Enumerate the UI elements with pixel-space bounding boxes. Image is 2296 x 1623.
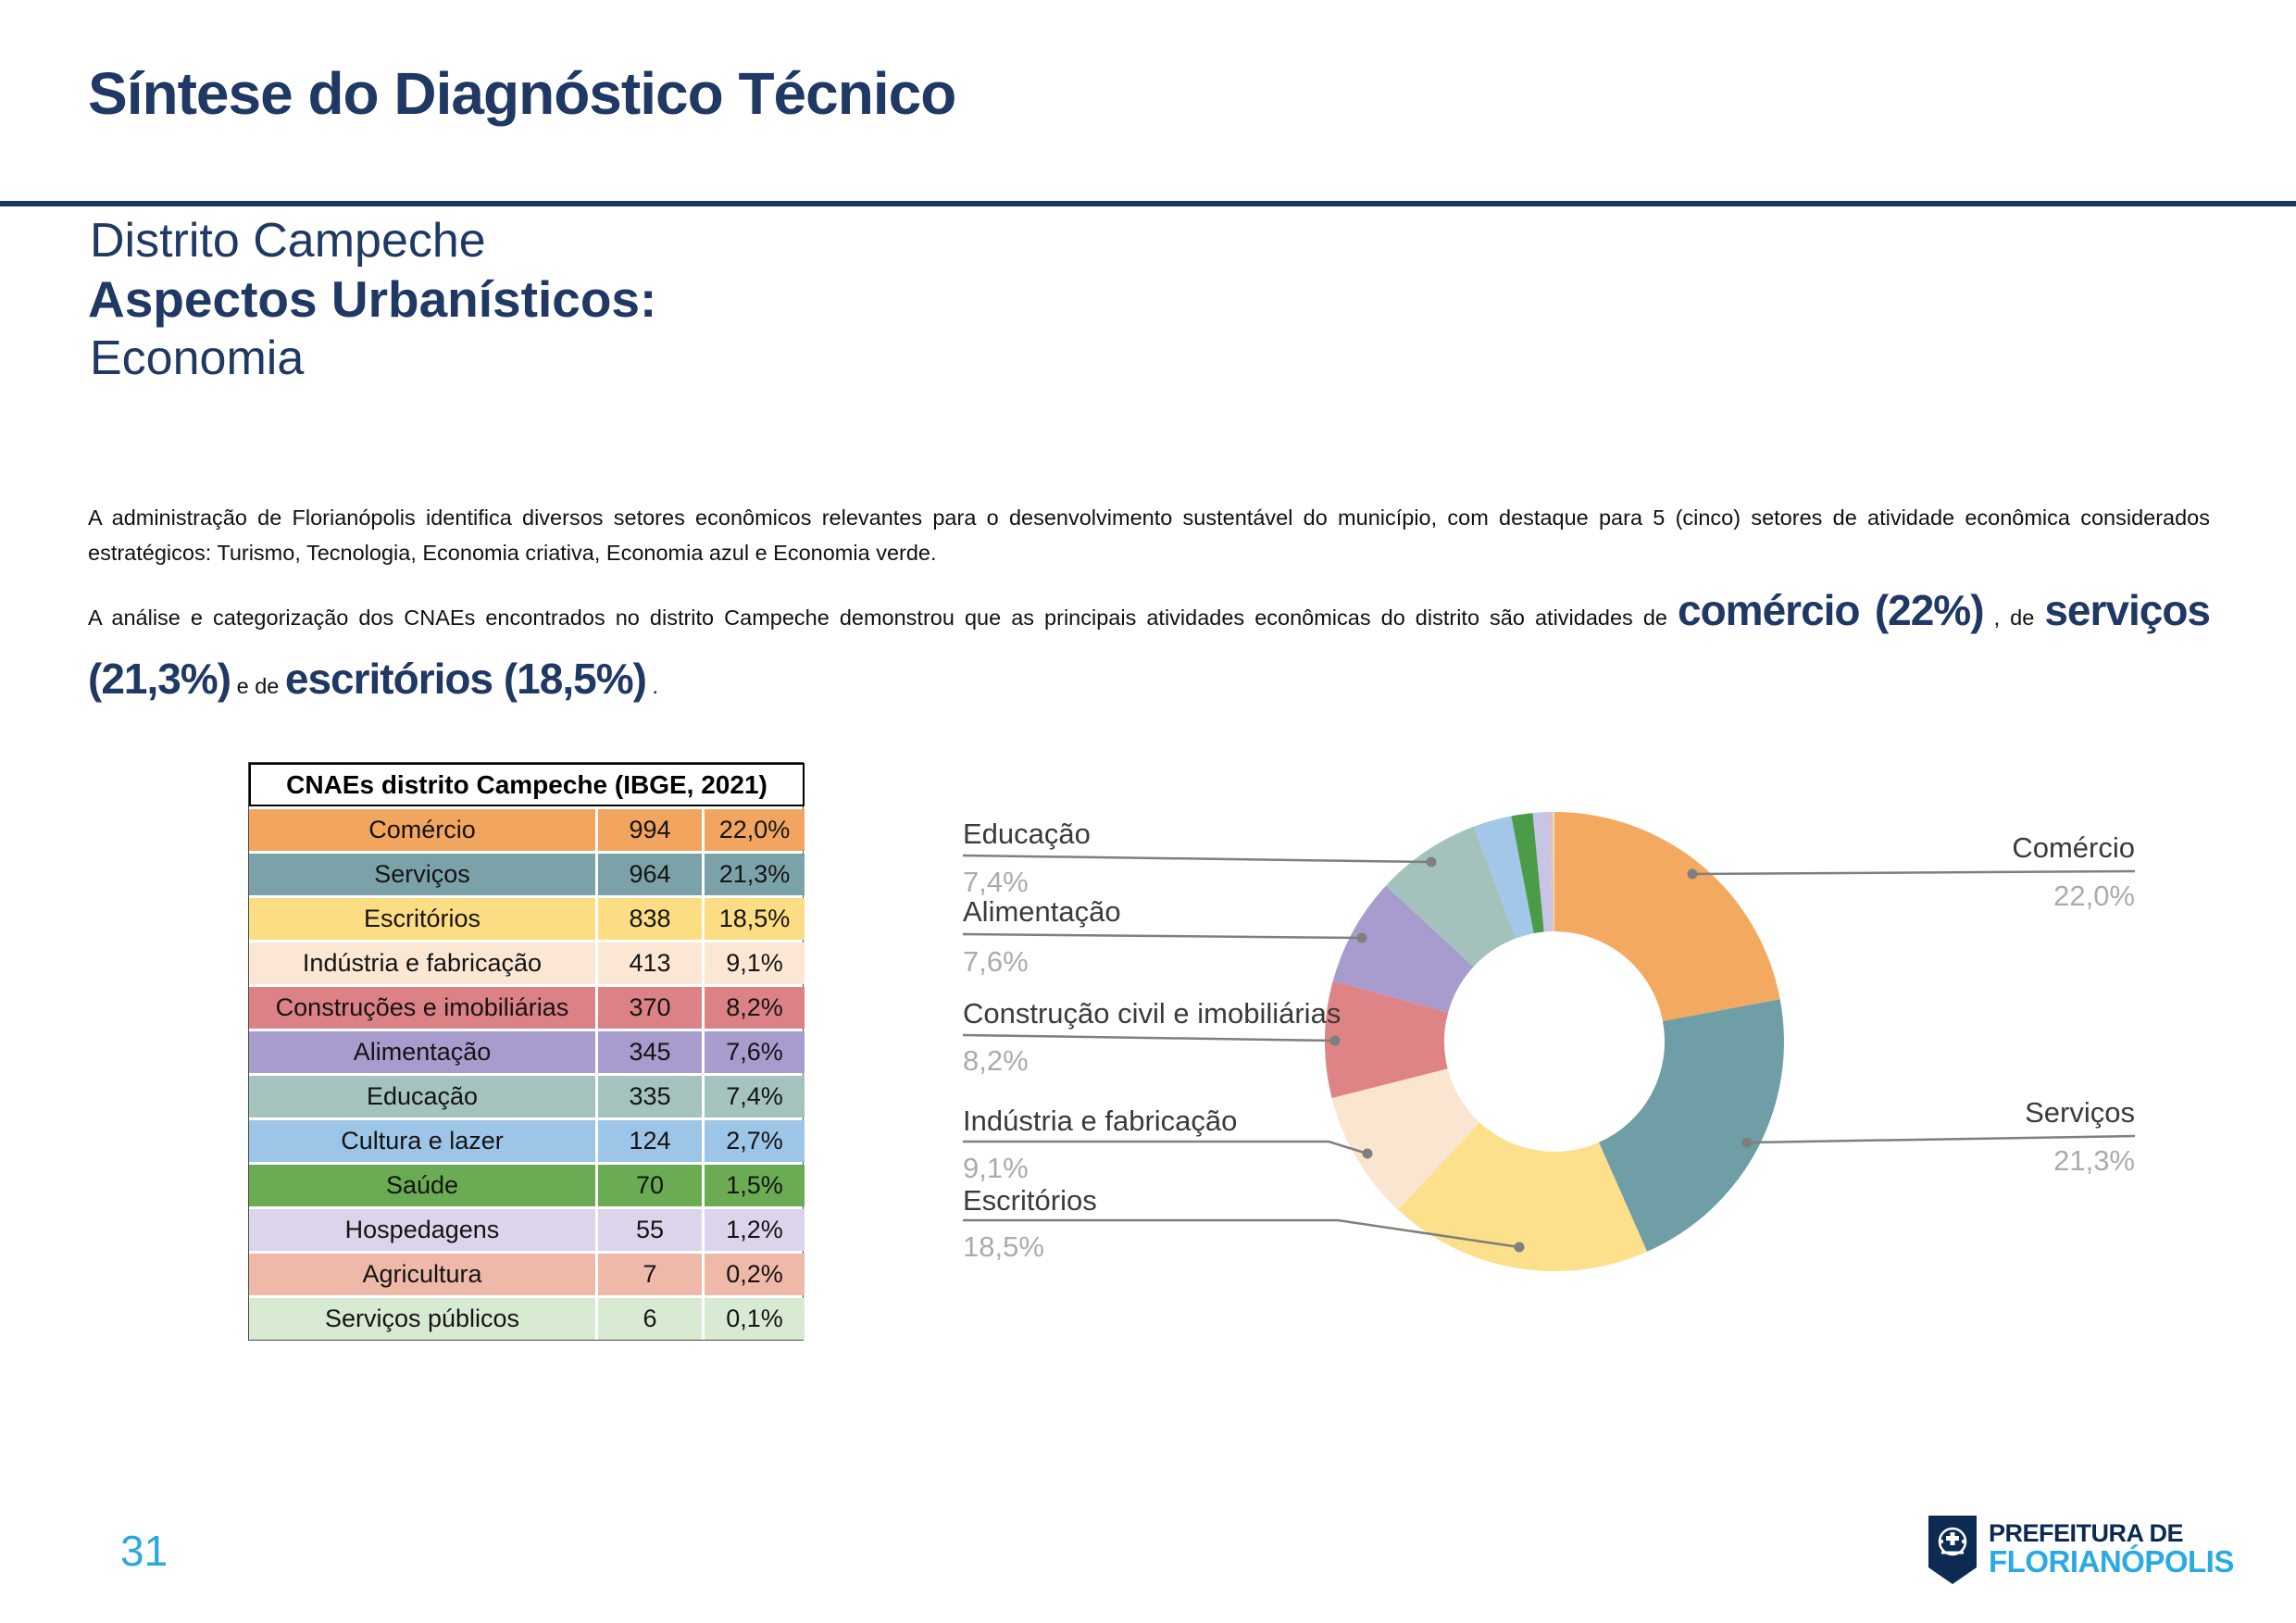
analysis-paragraph: A análise e categorização dos CNAEs enco…	[88, 580, 2211, 717]
table-cell-pct: 1,5%	[705, 1165, 805, 1206]
table-cell-label: Cultura e lazer	[249, 1120, 595, 1162]
table-cell-label: Alimentação	[249, 1031, 595, 1073]
logo-text-bottom: FLORIANÓPOLIS	[1989, 1544, 2234, 1579]
page-number: 31	[120, 1527, 168, 1575]
leader-dot	[1356, 932, 1367, 943]
table-cell-pct: 2,7%	[705, 1120, 805, 1162]
donut-slice	[1332, 885, 1474, 1013]
donut-slice	[1511, 813, 1544, 934]
donut-slice	[1473, 816, 1534, 939]
table-cell-pct: 7,4%	[705, 1076, 805, 1117]
cnae-table: CNAEs distrito Campeche (IBGE, 2021) Comé…	[248, 762, 805, 1341]
table-cell-value: 370	[598, 987, 702, 1029]
leader-line	[962, 932, 1363, 940]
slice-callout-label: Indústria e fabricação	[963, 1105, 1238, 1137]
city-shield-icon	[1928, 1516, 1977, 1584]
table-cell-label: Comércio	[249, 809, 595, 851]
slice-callout-percent: 18,5%	[963, 1230, 1044, 1263]
leader-dot	[1426, 856, 1437, 868]
logo-text-top: PREFEITURA DE	[1989, 1519, 2184, 1547]
slice-callout-percent: 7,6%	[963, 945, 1029, 978]
table-cell-label: Indústria e fabricação	[249, 943, 595, 984]
table-cell-value: 6	[598, 1298, 702, 1340]
intro-paragraph: A administração de Florianópolis identif…	[88, 506, 2210, 565]
leader-dot	[1362, 1148, 1373, 1159]
donut-slice	[1553, 811, 1554, 931]
table-cell-value: 70	[598, 1165, 702, 1206]
subtitle-district: Distrito Campeche	[90, 214, 486, 268]
donut-slice	[1550, 811, 1554, 931]
table-cell-pct: 1,2%	[705, 1209, 805, 1251]
subtitle-aspects: Aspectos Urbanísticos:	[88, 270, 657, 328]
table-cell-pct: 8,2%	[705, 987, 805, 1029]
page-title: Síntese do Diagnóstico Técnico	[88, 60, 956, 127]
leader-line	[1746, 1134, 2136, 1144]
table-cell-label: Serviços	[249, 854, 595, 895]
table-cell-pct: 18,5%	[705, 898, 805, 940]
table-cell-value: 994	[598, 809, 702, 851]
table-cell-label: Agricultura	[249, 1254, 595, 1295]
slice-callout-percent: 22,0%	[2053, 880, 2135, 912]
donut-slice	[1331, 1068, 1479, 1210]
slice-callout-percent: 8,2%	[963, 1044, 1029, 1077]
slice-callout-label: Alimentação	[963, 895, 1121, 928]
table-cell-pct: 0,1%	[705, 1298, 805, 1340]
analysis-text-3: e de	[231, 674, 285, 698]
slice-callout-label: Construção civil e imobiliárias	[963, 997, 1341, 1030]
donut-slice	[1532, 812, 1553, 932]
table-cell-value: 964	[598, 854, 702, 895]
table-cell-pct: 0,2%	[705, 1254, 805, 1295]
table-cell-pct: 22,0%	[705, 809, 805, 851]
donut-slice	[1324, 980, 1449, 1098]
leader-dot	[1687, 868, 1698, 880]
table-cell-value: 838	[598, 898, 702, 940]
leader-line	[962, 1033, 1336, 1042]
logo-text: PREFEITURA DE FLORIANÓPOLIS	[1989, 1519, 2234, 1579]
analysis-text-1: A análise e categorização dos CNAEs enco…	[88, 606, 1678, 630]
donut-slice	[1398, 1122, 1648, 1272]
leader-line	[963, 1218, 1520, 1249]
table-cell-value: 55	[598, 1209, 702, 1251]
table-cell-value: 345	[598, 1031, 702, 1073]
slice-callout-label: Educação	[963, 818, 1091, 850]
slice-callout-label: Comércio	[2012, 831, 2135, 864]
leader-line	[1691, 869, 2136, 876]
leader-dot	[1741, 1137, 1753, 1148]
table-cell-label: Serviços públicos	[249, 1298, 595, 1340]
table-cell-label: Construções e imobiliárias	[249, 987, 595, 1029]
table-cell-pct: 7,6%	[705, 1031, 805, 1073]
donut-slice	[1599, 999, 1784, 1252]
table-cell-value: 124	[598, 1120, 702, 1162]
table-header: CNAEs distrito Campeche (IBGE, 2021)	[249, 763, 805, 806]
table-cell-pct: 9,1%	[705, 943, 805, 984]
slice-callout-label: Serviços	[2025, 1096, 2135, 1129]
table-cell-pct: 21,3%	[705, 854, 805, 895]
table-cell-value: 413	[598, 943, 702, 984]
leader-dot	[1329, 1035, 1341, 1046]
slice-callout-percent: 9,1%	[963, 1152, 1029, 1184]
table-cell-label: Escritórios	[249, 898, 595, 940]
table-cell-label: Saúde	[249, 1165, 595, 1206]
table-cell-value: 335	[598, 1076, 702, 1117]
subtitle-economy: Economia	[90, 331, 305, 385]
donut-slice	[1554, 812, 1780, 1021]
leader-dot	[1514, 1242, 1525, 1253]
highlight-comercio: comércio (22%)	[1678, 586, 1985, 634]
slice-callout-percent: 21,3%	[2053, 1144, 2135, 1177]
slice-callout-label: Escritórios	[963, 1184, 1097, 1217]
donut-slice	[1385, 826, 1516, 968]
table-cell-label: Educação	[249, 1076, 595, 1117]
analysis-text-4: .	[645, 674, 658, 698]
leader-line	[962, 854, 1432, 864]
title-divider	[0, 201, 2296, 206]
highlight-servicos: serviços (21,3%)	[88, 586, 2211, 703]
highlight-escritorios: escritórios (18,5%)	[284, 655, 647, 703]
table-cell-value: 7	[598, 1254, 702, 1295]
prefeitura-logo: PREFEITURA DE FLORIANÓPOLIS	[1928, 1516, 2234, 1584]
analysis-text-2: , de	[1983, 606, 2045, 630]
slice-callout-percent: 7,4%	[963, 866, 1029, 898]
table-cell-label: Hospedagens	[249, 1209, 595, 1251]
